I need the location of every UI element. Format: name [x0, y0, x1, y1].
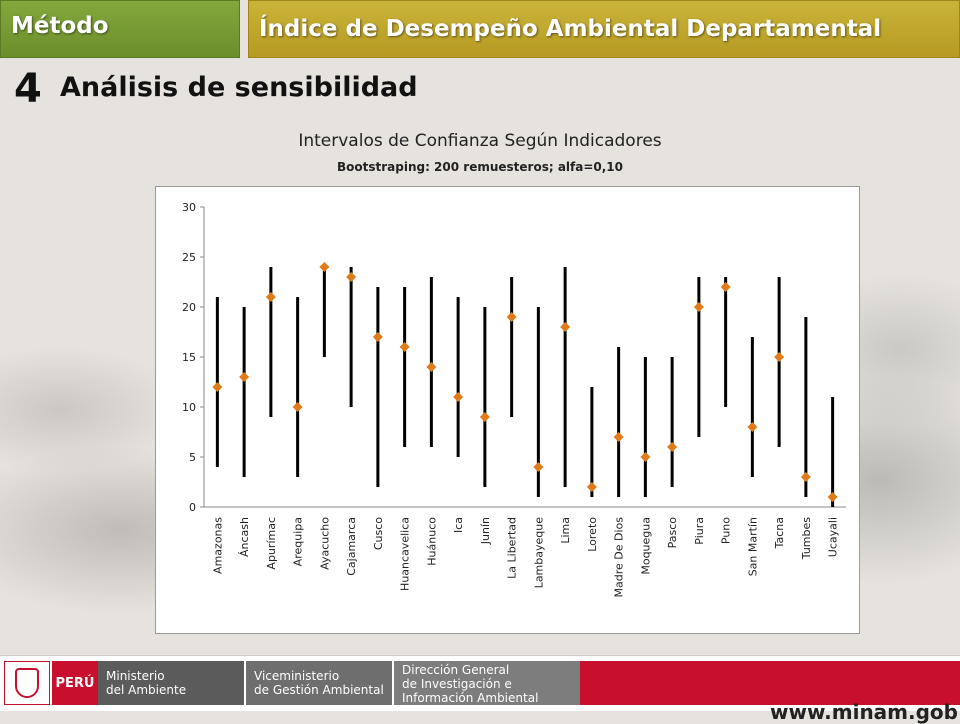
- data-point: [800, 472, 811, 482]
- x-tick-label: Pasco: [666, 517, 679, 549]
- x-tick-label: Cajamarca: [345, 517, 358, 576]
- chart-title: Intervalos de Confianza Según Indicadore…: [298, 131, 662, 151]
- direction-line-3: Información Ambiental: [402, 691, 539, 705]
- x-tick-label: Moquegua: [639, 517, 652, 575]
- viceministry-block: Viceministerio de Gestión Ambiental: [246, 661, 392, 705]
- y-tick-label: 10: [182, 401, 196, 414]
- y-tick-label: 25: [182, 251, 196, 264]
- data-point: [265, 292, 276, 302]
- data-point: [747, 422, 758, 432]
- ministry-line-2: del Ambiente: [106, 683, 187, 697]
- metodo-tab-label: Método: [11, 13, 109, 39]
- x-tick-label: Apurímac: [265, 517, 278, 570]
- data-point: [319, 262, 330, 272]
- website-link[interactable]: www.minam.gob.pe: [770, 700, 960, 724]
- x-tick-label: Piura: [693, 517, 706, 545]
- x-tick-label: Ica: [452, 517, 465, 533]
- x-tick-label: Ucayali: [827, 517, 840, 557]
- section-title: Análisis de sensibilidad: [60, 72, 418, 103]
- x-tick-label: Cusco: [372, 517, 385, 550]
- peru-shield-icon: [4, 661, 50, 705]
- y-tick-label: 0: [189, 501, 196, 514]
- data-point: [827, 492, 838, 502]
- chart-subtitle: Bootstraping: 200 remuesteros; alfa=0,10: [336, 160, 624, 174]
- footer-red-strip: [580, 661, 960, 705]
- data-point: [212, 382, 223, 392]
- y-tick-label: 20: [182, 301, 196, 314]
- x-tick-label: Huancavelica: [399, 517, 412, 591]
- x-tick-label: Huánuco: [425, 517, 438, 566]
- metodo-tab[interactable]: Método: [0, 0, 240, 58]
- presentation-title-bar: Índice de Desempeño Ambiental Departamen…: [248, 0, 960, 58]
- data-point: [533, 462, 544, 472]
- footer-bar: PERÚ Ministerio del Ambiente Viceministe…: [0, 655, 960, 711]
- confidence-interval-chart: 0 5 10 15 20 25 30 Amazonas Áncash Apurímac Arequi…: [182, 201, 846, 598]
- data-point: [613, 432, 624, 442]
- chart-frame: 0 5 10 15 20 25 30 Amazonas Áncash Apurímac Arequi…: [155, 186, 860, 634]
- x-tick-label: San Martín: [746, 517, 759, 576]
- y-tick-label: 30: [182, 201, 196, 214]
- viceministry-line-1: Viceministerio: [254, 669, 340, 683]
- x-tick-label: La Libertad: [506, 517, 519, 579]
- data-point: [453, 392, 464, 402]
- peru-label: PERÚ: [52, 661, 98, 705]
- direction-line-2: de Investigación e: [402, 677, 512, 691]
- x-tick-label: Lima: [559, 517, 572, 544]
- data-point: [346, 272, 357, 282]
- x-tick-label: Ayacucho: [318, 517, 331, 570]
- presentation-title: Índice de Desempeño Ambiental Departamen…: [259, 16, 882, 42]
- data-point: [399, 342, 410, 352]
- x-tick-label: Puno: [720, 517, 733, 544]
- data-point: [560, 322, 571, 332]
- direction-block: Dirección General de Investigación e Inf…: [394, 661, 580, 705]
- x-tick-label: Loreto: [586, 517, 599, 552]
- data-point: [372, 332, 383, 342]
- data-point: [774, 352, 785, 362]
- x-tick-label: Tacna: [773, 517, 786, 549]
- data-point: [426, 362, 437, 372]
- data-point: [693, 302, 704, 312]
- y-tick-label: 5: [189, 451, 196, 464]
- x-tick-label: Áncash: [238, 517, 251, 557]
- x-tick-label: Madre De Dios: [613, 517, 626, 598]
- data-point: [667, 442, 678, 452]
- data-point: [292, 402, 303, 412]
- x-tick-label: Tumbes: [800, 517, 813, 560]
- section-number: 4: [14, 66, 42, 112]
- ministry-line-1: Ministerio: [106, 669, 165, 683]
- data-point: [479, 412, 490, 422]
- data-point: [586, 482, 597, 492]
- data-point: [506, 312, 517, 322]
- x-tick-label: Amazonas: [211, 517, 224, 574]
- viceministry-line-2: de Gestión Ambiental: [254, 683, 384, 697]
- x-tick-label: Lambayeque: [532, 517, 545, 589]
- ministry-block: Ministerio del Ambiente: [98, 661, 244, 705]
- data-point: [720, 282, 731, 292]
- x-tick-label: Junín: [479, 517, 492, 545]
- data-point: [640, 452, 651, 462]
- x-tick-label: Arequipa: [292, 517, 305, 566]
- data-point: [239, 372, 250, 382]
- direction-line-1: Dirección General: [402, 663, 510, 677]
- y-tick-label: 15: [182, 351, 196, 364]
